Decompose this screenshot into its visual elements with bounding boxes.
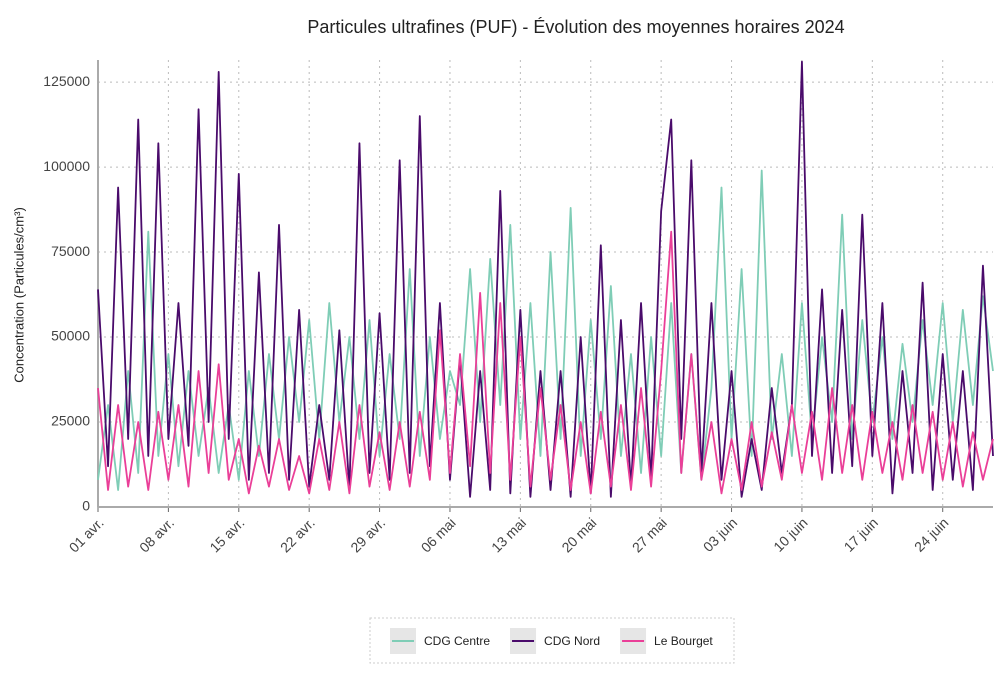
x-tick-label: 03 juin (700, 514, 740, 554)
y-tick-label: 0 (82, 498, 90, 514)
x-tick-label: 24 juin (911, 514, 951, 554)
y-tick-label: 125000 (43, 73, 90, 89)
y-tick-label: 100000 (43, 158, 90, 174)
x-tick-label: 01 avr. (66, 514, 107, 555)
y-tick-label: 50000 (51, 328, 90, 344)
y-axis-label: Concentration (Particules/cm³) (11, 207, 26, 383)
y-tick-label: 75000 (51, 243, 90, 259)
x-tick-label: 22 avr. (277, 514, 318, 555)
chart-title: Particules ultrafines (PUF) - Évolution … (307, 17, 844, 37)
series-line (97, 169, 994, 491)
legend-box (369, 617, 735, 664)
x-tick-label: 10 juin (770, 514, 810, 554)
x-tick-label: 29 avr. (347, 514, 388, 555)
x-tick-label: 08 avr. (136, 514, 177, 555)
x-tick-label: 20 mai (558, 514, 599, 555)
y-tick-label: 25000 (51, 413, 90, 429)
x-tick-label: 06 mai (418, 514, 459, 555)
x-tick-label: 15 avr. (206, 514, 247, 555)
x-tick-label: 27 mai (629, 514, 670, 555)
legend-label: CDG Nord (544, 634, 600, 648)
legend-label: CDG Centre (424, 634, 490, 648)
series-line (97, 230, 994, 495)
x-tick-label: 17 juin (841, 514, 881, 554)
x-tick-label: 13 mai (488, 514, 529, 555)
legend-label: Le Bourget (654, 634, 713, 648)
